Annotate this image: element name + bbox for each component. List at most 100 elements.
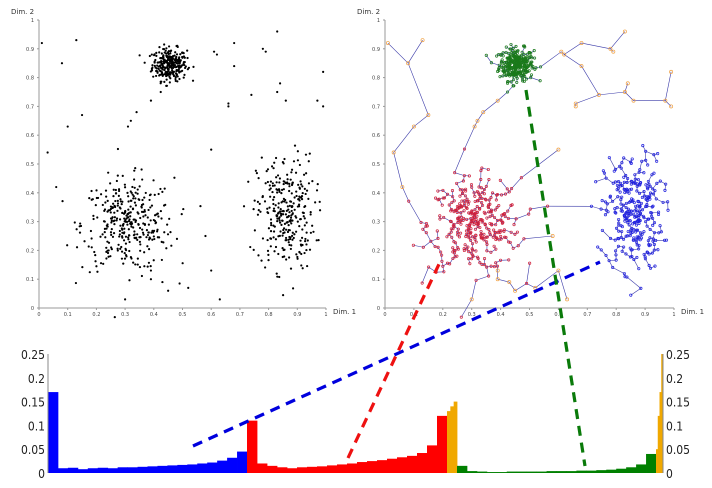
data-point	[308, 152, 311, 155]
data-point	[233, 41, 236, 45]
tree-node	[646, 217, 650, 221]
tree-node	[473, 194, 477, 198]
y-tick-label: 0.9	[372, 47, 380, 53]
tree-node	[528, 261, 532, 265]
data-point	[90, 237, 93, 240]
data-point	[127, 220, 131, 223]
x-tick-label: 0.3	[121, 312, 129, 318]
tree-node	[637, 209, 642, 213]
tree-node	[627, 214, 631, 218]
data-point	[266, 249, 270, 252]
data-point	[257, 209, 260, 212]
data-point	[151, 238, 154, 241]
data-point	[116, 249, 119, 252]
tree-edge	[511, 177, 522, 189]
bar	[297, 467, 308, 473]
data-point	[279, 221, 282, 224]
data-point	[104, 236, 107, 239]
bar	[526, 471, 537, 473]
tree-node	[506, 80, 510, 84]
tree-node	[485, 216, 489, 220]
data-point	[153, 60, 156, 63]
tree-node	[438, 214, 442, 218]
tree-node	[646, 179, 650, 183]
data-point	[124, 218, 127, 222]
tree-edge	[474, 120, 478, 127]
data-point	[273, 184, 276, 187]
tree-edge	[444, 194, 448, 199]
tree-node	[645, 198, 649, 203]
data-point	[212, 50, 216, 53]
data-point	[75, 246, 79, 249]
data-point	[286, 230, 290, 234]
data-point	[103, 231, 106, 234]
tree-node	[487, 198, 491, 202]
outlier-node	[391, 150, 396, 155]
data-point	[281, 160, 284, 164]
tree-edge	[505, 191, 510, 195]
left-y-tick-label: 0	[38, 467, 45, 481]
data-point	[172, 74, 175, 77]
data-point	[164, 49, 167, 52]
data-point	[166, 51, 170, 55]
tree-edge	[473, 191, 478, 194]
data-point	[121, 200, 124, 203]
data-point	[133, 230, 136, 233]
bar	[659, 392, 662, 473]
tree-edge	[624, 91, 634, 101]
data-point	[117, 194, 120, 197]
data-point	[308, 248, 312, 251]
bar	[287, 468, 298, 473]
data-point	[304, 153, 308, 156]
tree-node	[600, 199, 604, 203]
data-point	[187, 286, 190, 289]
tree-node	[478, 218, 482, 222]
tree-node	[511, 66, 515, 70]
data-point	[304, 192, 307, 196]
y-tick-label: 0.7	[372, 104, 380, 110]
data-point	[173, 176, 176, 179]
data-point	[118, 233, 121, 236]
tree-node	[495, 193, 499, 197]
tree-node	[479, 229, 483, 234]
data-point	[301, 191, 304, 195]
tree-edge	[523, 235, 553, 240]
data-point	[149, 269, 153, 272]
data-point	[176, 60, 179, 63]
data-point	[307, 182, 311, 185]
data-point	[162, 73, 165, 76]
data-point	[119, 224, 122, 227]
data-point	[110, 248, 113, 251]
tree-node	[495, 264, 500, 268]
data-point	[123, 186, 127, 189]
tree-node	[478, 207, 482, 211]
data-point	[147, 261, 151, 264]
data-point	[173, 54, 176, 57]
tree-node	[656, 212, 661, 216]
tree-node	[629, 209, 633, 213]
bar	[247, 420, 258, 473]
data-point	[309, 213, 312, 216]
tree-node	[518, 66, 522, 70]
data-point	[210, 269, 213, 272]
data-point	[161, 190, 164, 193]
data-point	[163, 80, 166, 83]
data-point	[312, 230, 315, 233]
tree-node	[511, 74, 515, 78]
tree-edge	[402, 186, 409, 202]
data-point	[178, 282, 181, 285]
tree-node	[666, 200, 670, 204]
data-point	[105, 224, 108, 227]
data-point	[290, 222, 293, 225]
data-point	[107, 249, 110, 252]
tree-edge	[393, 152, 403, 188]
tree-edge	[497, 91, 508, 101]
data-point	[272, 236, 275, 239]
data-point	[133, 201, 137, 204]
data-point	[88, 271, 91, 274]
data-point	[267, 227, 271, 230]
data-point	[147, 223, 150, 226]
data-point	[161, 67, 164, 70]
data-point	[165, 74, 168, 78]
tree-node	[420, 281, 424, 285]
